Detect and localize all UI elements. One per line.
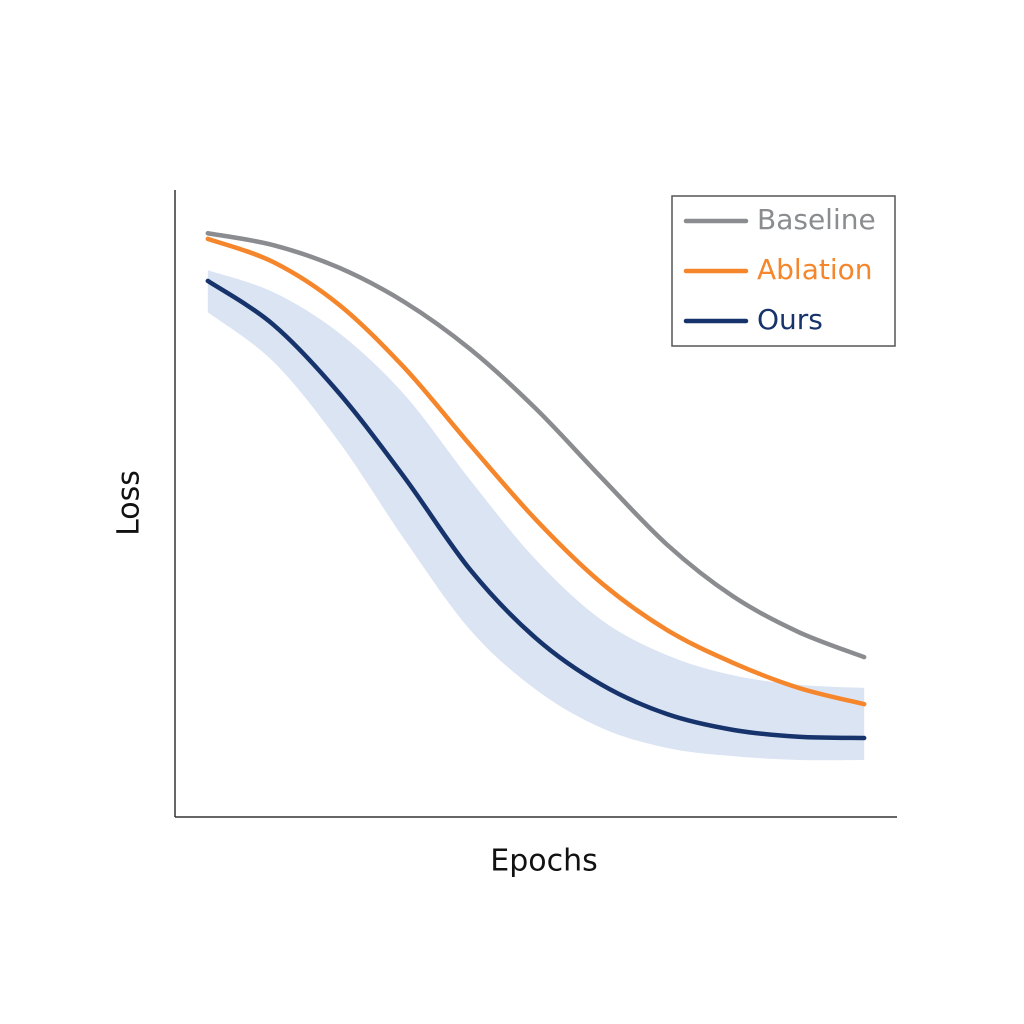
legend-label: Ours: [757, 303, 823, 336]
x-axis-label: Epochs: [490, 844, 598, 879]
y-axis-label: Loss: [112, 470, 147, 536]
line: [205, 231, 867, 660]
confidence-band: [207, 270, 865, 761]
legend: Baseline Ablation Ours: [671, 195, 896, 347]
legend-label: Baseline: [757, 203, 876, 236]
line: [205, 236, 867, 707]
legend-label: Ablation: [757, 253, 873, 286]
line: [205, 278, 867, 741]
